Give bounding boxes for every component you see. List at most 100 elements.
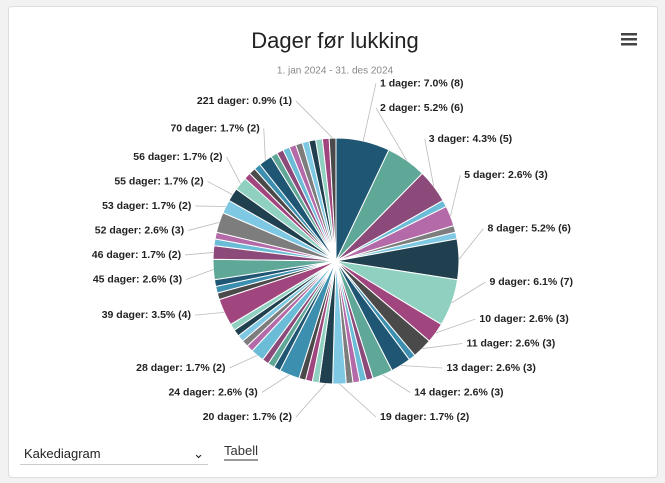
data-label: 14 dager: 2.6% (3) bbox=[414, 386, 503, 398]
data-label: 2 dager: 5.2% (6) bbox=[380, 102, 463, 114]
label-value: 1.7% (2) bbox=[141, 249, 181, 261]
label-separator: : bbox=[136, 273, 142, 285]
chart: Dager før lukking 1. jan 2024 - 31. des … bbox=[92, 28, 637, 423]
label-separator: : bbox=[246, 95, 252, 107]
label-separator: : bbox=[212, 386, 218, 398]
label-separator: : bbox=[214, 122, 220, 134]
data-label: 221 dager: 0.9% (1) bbox=[197, 95, 292, 107]
data-label: 45 dager: 2.6% (3) bbox=[93, 273, 182, 285]
label-value: 2.6% (3) bbox=[218, 386, 258, 398]
select-value: Kakediagram bbox=[24, 446, 101, 461]
menu-icon[interactable] bbox=[621, 33, 637, 46]
label-separator: : bbox=[158, 175, 164, 187]
label-value: 2.6% (3) bbox=[464, 386, 504, 398]
data-label: 46 dager: 1.7% (2) bbox=[92, 249, 181, 261]
leader-line bbox=[188, 221, 220, 231]
leader-line bbox=[422, 343, 463, 349]
label-separator: : bbox=[525, 222, 531, 234]
label-category: 56 dager bbox=[133, 151, 176, 163]
data-label: 55 dager: 1.7% (2) bbox=[114, 175, 203, 187]
label-category: 14 dager bbox=[414, 386, 457, 398]
leader-line bbox=[207, 181, 233, 195]
label-category: 20 dager bbox=[203, 411, 246, 423]
label-separator: : bbox=[527, 276, 533, 288]
label-separator: : bbox=[138, 224, 144, 236]
label-separator: : bbox=[457, 386, 463, 398]
data-label: 70 dager: 1.7% (2) bbox=[170, 122, 259, 134]
data-label: 8 dager: 5.2% (6) bbox=[487, 222, 570, 234]
label-category: 70 dager bbox=[170, 122, 213, 134]
leader-line bbox=[185, 252, 214, 256]
data-label: 13 dager: 2.6% (3) bbox=[447, 362, 536, 374]
label-separator: : bbox=[145, 200, 151, 212]
label-value: 2.6% (3) bbox=[144, 224, 184, 236]
data-label: 19 dager: 1.7% (2) bbox=[380, 411, 469, 423]
label-value: 7.0% (8) bbox=[424, 77, 464, 89]
label-category: 55 dager bbox=[114, 175, 157, 187]
data-label: 28 dager: 1.7% (2) bbox=[136, 362, 225, 374]
label-separator: : bbox=[246, 411, 252, 423]
label-separator: : bbox=[179, 362, 185, 374]
label-separator: : bbox=[502, 169, 508, 181]
label-category: 10 dager bbox=[479, 313, 522, 325]
controls: Kakediagram ⌄ Tabell bbox=[8, 440, 648, 470]
label-value: 2.6% (3) bbox=[142, 273, 182, 285]
label-value: 2.6% (3) bbox=[529, 313, 569, 325]
label-category: 28 dager bbox=[136, 362, 179, 374]
label-category: 221 dager bbox=[197, 95, 246, 107]
data-label: 39 dager: 3.5% (4) bbox=[102, 309, 191, 321]
label-separator: : bbox=[423, 411, 429, 423]
data-label: 10 dager: 2.6% (3) bbox=[479, 313, 568, 325]
leader-line bbox=[400, 365, 443, 369]
label-category: 45 dager bbox=[93, 273, 136, 285]
label-value: 1.7% (2) bbox=[220, 122, 260, 134]
data-label: 53 dager: 1.7% (2) bbox=[102, 200, 191, 212]
label-value: 1.7% (2) bbox=[164, 175, 204, 187]
label-separator: : bbox=[145, 309, 151, 321]
chart-subtitle: 1. jan 2024 - 31. des 2024 bbox=[277, 66, 394, 77]
label-separator: : bbox=[417, 102, 423, 114]
leader-line bbox=[375, 107, 407, 161]
leader-line bbox=[451, 281, 486, 304]
leader-line bbox=[424, 138, 435, 187]
label-separator: : bbox=[176, 151, 182, 163]
label-value: 5.2% (6) bbox=[531, 222, 571, 234]
data-label: 11 dager: 2.6% (3) bbox=[466, 337, 555, 349]
table-link[interactable]: Tabell bbox=[224, 443, 258, 461]
label-value: 4.3% (5) bbox=[472, 133, 512, 145]
leader-line bbox=[261, 374, 290, 393]
data-label: 1 dager: 7.0% (8) bbox=[380, 77, 463, 89]
leader-line bbox=[263, 128, 266, 161]
chart-title: Dager før lukking bbox=[251, 28, 419, 53]
leader-line bbox=[195, 205, 226, 207]
label-separator: : bbox=[509, 337, 515, 349]
data-label: 20 dager: 1.7% (2) bbox=[203, 411, 292, 423]
label-category: 3 dager bbox=[429, 133, 466, 145]
label-separator: : bbox=[466, 133, 472, 145]
label-value: 6.1% (7) bbox=[533, 276, 573, 288]
label-separator: : bbox=[490, 362, 496, 374]
data-label: 24 dager: 2.6% (3) bbox=[168, 386, 257, 398]
label-separator: : bbox=[523, 313, 529, 325]
chart-type-select[interactable]: Kakediagram ⌄ bbox=[20, 443, 208, 465]
label-category: 9 dager bbox=[490, 276, 527, 288]
label-value: 5.2% (6) bbox=[424, 102, 464, 114]
label-value: 2.6% (3) bbox=[516, 337, 556, 349]
label-category: 46 dager bbox=[92, 249, 135, 261]
label-separator: : bbox=[417, 77, 423, 89]
label-category: 39 dager bbox=[102, 309, 145, 321]
label-value: 1.7% (2) bbox=[152, 200, 192, 212]
leader-line bbox=[435, 318, 476, 334]
label-value: 1.7% (2) bbox=[252, 411, 292, 423]
leader-line bbox=[362, 83, 377, 142]
leader-line bbox=[194, 311, 225, 316]
label-value: 0.9% (1) bbox=[252, 95, 292, 107]
leader-line bbox=[295, 383, 327, 418]
select-arrow: ⌄ bbox=[193, 445, 204, 461]
label-category: 19 dager bbox=[380, 411, 423, 423]
leader-line bbox=[450, 175, 461, 217]
label-category: 5 dager bbox=[464, 169, 501, 181]
leader-line bbox=[229, 355, 258, 369]
leader-line bbox=[382, 374, 411, 393]
